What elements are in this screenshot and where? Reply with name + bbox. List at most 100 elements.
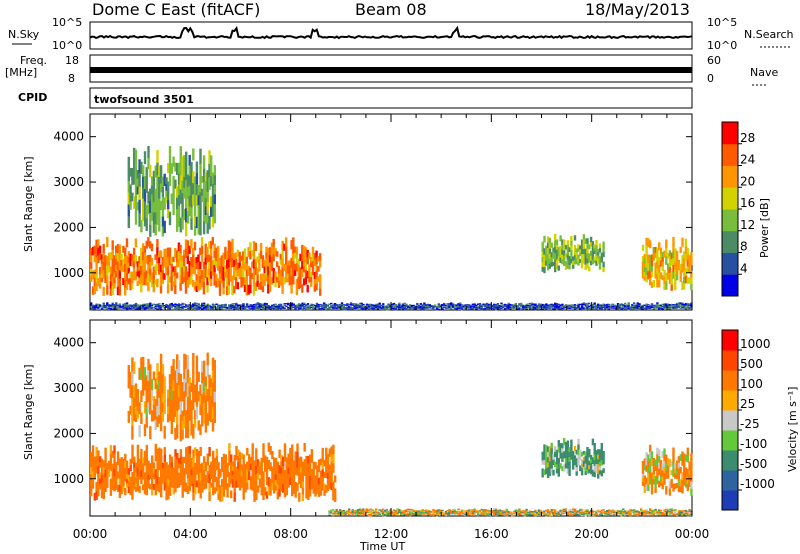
heatmap-cell bbox=[149, 426, 152, 440]
heatmap-cell bbox=[291, 453, 294, 463]
heatmap-cell bbox=[314, 461, 317, 470]
heatmap-cell bbox=[494, 514, 498, 517]
heatmap-cell bbox=[482, 509, 485, 511]
heatmap-cell bbox=[202, 305, 206, 308]
heatmap-cell bbox=[240, 304, 243, 307]
heatmap-cell bbox=[555, 454, 559, 460]
heatmap-cell bbox=[572, 464, 575, 470]
heatmap-cell bbox=[566, 468, 569, 474]
heatmap-cell bbox=[158, 268, 161, 275]
heatmap-cell bbox=[462, 304, 466, 306]
heatmap-cell bbox=[292, 306, 295, 309]
heatmap-cell bbox=[349, 512, 353, 514]
heatmap-cell bbox=[487, 304, 491, 307]
heatmap-cell bbox=[251, 261, 254, 268]
heatmap-cell bbox=[174, 303, 177, 305]
heatmap-cell bbox=[625, 304, 629, 306]
heatmap-cell bbox=[423, 305, 426, 307]
heatmap-cell bbox=[629, 306, 632, 308]
heatmap-cell bbox=[326, 307, 329, 309]
heatmap-cell bbox=[643, 486, 646, 493]
heatmap-cell bbox=[185, 447, 188, 457]
heatmap-cell bbox=[138, 306, 141, 308]
heatmap-cell bbox=[113, 260, 116, 267]
heatmap-cell bbox=[464, 306, 467, 308]
heatmap-cell bbox=[548, 247, 552, 254]
heatmap-cell bbox=[597, 307, 600, 309]
heatmap-cell bbox=[684, 253, 688, 262]
heatmap-cell bbox=[210, 465, 213, 471]
heatmap-cell bbox=[649, 262, 652, 271]
heatmap-cell bbox=[588, 460, 591, 466]
heatmap-cell bbox=[150, 305, 154, 307]
heatmap-cell bbox=[122, 480, 125, 487]
heatmap-cell bbox=[435, 308, 439, 310]
heatmap-cell bbox=[632, 306, 636, 309]
heatmap-cell bbox=[550, 510, 553, 512]
heatmap-cell bbox=[141, 251, 145, 261]
heatmap-cell bbox=[649, 255, 652, 263]
heatmap-cell bbox=[367, 308, 371, 310]
heatmap-cell bbox=[584, 509, 587, 511]
heatmap-cell bbox=[134, 383, 138, 392]
heatmap-cell bbox=[618, 304, 621, 306]
heatmap-cell bbox=[659, 510, 663, 512]
heatmap-cell bbox=[303, 302, 306, 305]
heatmap-cell bbox=[156, 483, 159, 492]
heatmap-cell bbox=[168, 405, 172, 414]
heatmap-cell bbox=[416, 510, 419, 512]
heatmap-cell bbox=[174, 304, 177, 307]
heatmap-cell bbox=[543, 510, 546, 512]
heatmap-cell bbox=[288, 265, 291, 271]
heatmap-cell bbox=[170, 456, 174, 463]
heatmap-cell bbox=[272, 268, 275, 276]
heatmap-cell bbox=[204, 307, 208, 309]
heatmap-cell bbox=[302, 278, 306, 286]
heatmap-cell bbox=[460, 513, 464, 515]
heatmap-cell bbox=[283, 443, 287, 453]
heatmap-cell bbox=[588, 513, 591, 515]
heatmap-cell bbox=[679, 246, 682, 254]
heatmap-cell bbox=[337, 305, 340, 307]
heatmap-cell bbox=[258, 482, 262, 488]
heatmap-cell bbox=[541, 468, 544, 474]
heatmap-cell bbox=[387, 308, 390, 311]
heatmap-cell bbox=[486, 302, 489, 305]
heatmap-cell bbox=[555, 303, 559, 305]
heatmap-cell bbox=[665, 256, 668, 265]
heatmap-cell bbox=[265, 477, 269, 485]
heatmap-cell bbox=[240, 271, 243, 277]
heatmap-cell bbox=[561, 447, 564, 453]
heatmap-cell bbox=[469, 513, 473, 515]
heatmap-cell bbox=[227, 276, 231, 286]
heatmap-cell bbox=[589, 260, 593, 266]
heatmap-cell bbox=[161, 216, 165, 227]
heatmap-cell bbox=[665, 304, 668, 306]
heatmap-cell bbox=[283, 303, 286, 305]
heatmap-cell bbox=[129, 464, 132, 472]
heatmap-cell bbox=[236, 249, 240, 257]
heatmap-cell bbox=[226, 306, 229, 309]
heatmap-cell bbox=[204, 376, 208, 387]
heatmap-cell bbox=[688, 509, 691, 511]
heatmap-cell bbox=[557, 514, 560, 516]
heatmap-cell bbox=[247, 307, 251, 309]
heatmap-cell bbox=[604, 305, 607, 307]
heatmap-cell bbox=[122, 485, 125, 492]
heatmap-cell bbox=[245, 288, 248, 296]
heatmap-cell bbox=[534, 307, 537, 310]
heatmap-cell bbox=[262, 443, 265, 454]
heatmap-cell bbox=[201, 382, 204, 395]
heatmap-cell bbox=[602, 251, 605, 258]
heatmap-cell bbox=[124, 255, 127, 264]
heatmap-cell bbox=[457, 512, 460, 514]
heatmap-cell bbox=[149, 308, 152, 311]
heatmap-cell bbox=[645, 237, 648, 246]
heatmap-cell bbox=[145, 486, 148, 496]
heatmap-cell bbox=[244, 306, 247, 309]
heatmap-cell bbox=[575, 307, 578, 309]
heatmap-cell bbox=[643, 275, 646, 281]
heatmap-cell bbox=[575, 248, 578, 253]
heatmap-cell bbox=[317, 465, 321, 473]
heatmap-cell bbox=[149, 473, 152, 480]
